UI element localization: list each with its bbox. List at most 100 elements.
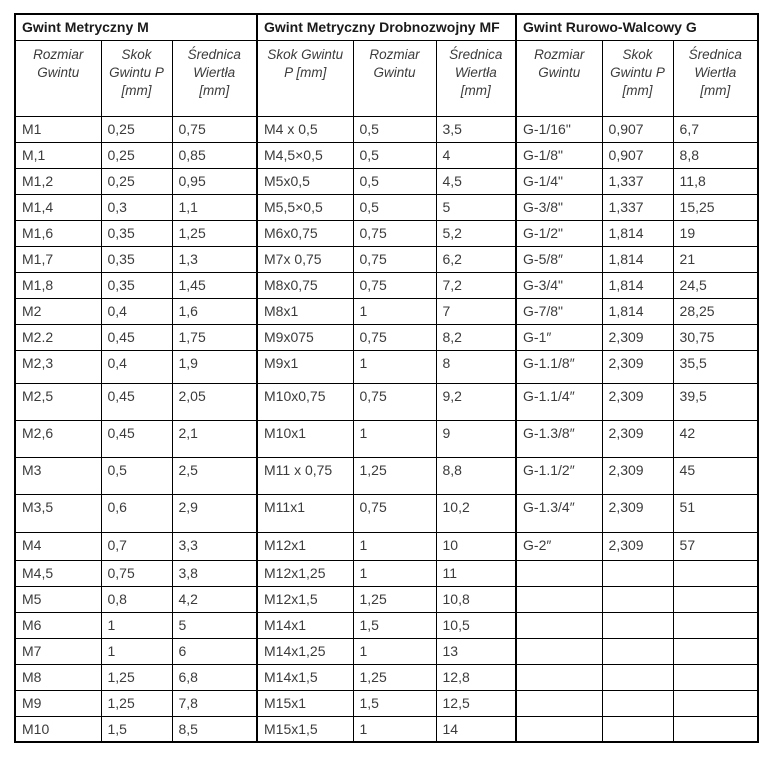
cell: 2,309	[601, 382, 674, 421]
cell: 2,309	[601, 493, 674, 533]
table-row: M1,6 0,35 1,25 M6x0,75 0,75 5,2 G-1/2" 1,814 19	[14, 219, 759, 247]
cell: G-1.1/4″	[515, 382, 603, 421]
cell: 1,337	[601, 193, 674, 221]
cell: 5	[435, 193, 517, 221]
cell: G-1/4"	[515, 167, 603, 195]
cell: 1,25	[352, 456, 437, 495]
cell: 1	[100, 611, 173, 639]
cell: 2,309	[601, 531, 674, 561]
cell: M5,5×0,5	[256, 193, 354, 221]
cell: 0,5	[352, 115, 437, 143]
column-header: Skok Gwintu P [mm]	[256, 39, 354, 117]
cell: G-1.1/2″	[515, 456, 603, 495]
cell: 12,5	[435, 689, 517, 717]
cell: M8	[14, 663, 102, 691]
cell: M9x1	[256, 349, 354, 384]
cell: 2,309	[601, 419, 674, 458]
cell: G-1″	[515, 323, 603, 351]
cell: 8,5	[171, 715, 258, 743]
cell: G-1.3/8″	[515, 419, 603, 458]
cell: 0,85	[171, 141, 258, 169]
cell	[672, 689, 759, 717]
cell: 9	[435, 419, 517, 458]
cell: M2	[14, 297, 102, 325]
cell: M10	[14, 715, 102, 743]
cell: M15x1,5	[256, 715, 354, 743]
cell: 1,25	[100, 663, 173, 691]
cell: G-3/8"	[515, 193, 603, 221]
cell: 0,4	[100, 349, 173, 384]
cell	[601, 663, 674, 691]
cell: 5,2	[435, 219, 517, 247]
cell: 8,2	[435, 323, 517, 351]
cell: 0,35	[100, 219, 173, 247]
cell: 3,5	[435, 115, 517, 143]
column-header: Rozmiar Gwintu	[515, 39, 603, 117]
cell: M8x0,75	[256, 271, 354, 299]
cell: G-1.1/8″	[515, 349, 603, 384]
cell: 1,75	[171, 323, 258, 351]
cell: M4,5×0,5	[256, 141, 354, 169]
cell: M1,7	[14, 245, 102, 273]
cell: 3,8	[171, 559, 258, 587]
cell: 0,45	[100, 323, 173, 351]
cell: M12x1	[256, 531, 354, 561]
cell: 19	[672, 219, 759, 247]
cell	[601, 559, 674, 587]
cell: 12,8	[435, 663, 517, 691]
cell: 0,5	[352, 167, 437, 195]
cell: M9	[14, 689, 102, 717]
cell: M4 x 0,5	[256, 115, 354, 143]
cell: 1,25	[171, 219, 258, 247]
cell: M7	[14, 637, 102, 665]
table-row: M2,5 0,45 2,05 M10x0,75 0,75 9,2 G-1.1/4″ 2,309…	[14, 382, 759, 421]
cell: 2,9	[171, 493, 258, 533]
cell: 2,05	[171, 382, 258, 421]
cell: 0,4	[100, 297, 173, 325]
cell	[672, 585, 759, 613]
cell: 2,309	[601, 349, 674, 384]
cell: 6,2	[435, 245, 517, 273]
cell	[515, 689, 603, 717]
cell: 8,8	[435, 456, 517, 495]
cell: 0,5	[352, 141, 437, 169]
column-header-row: Rozmiar Gwintu Skok Gwintu P [mm] Średni…	[14, 39, 759, 117]
column-header: Skok Gwintu P [mm]	[100, 39, 173, 117]
cell: 1,814	[601, 245, 674, 273]
column-header: Rozmiar Gwintu	[352, 39, 437, 117]
cell: M4	[14, 531, 102, 561]
table-row: M1,2 0,25 0,95 M5x0,5 0,5 4,5 G-1/4" 1,337 11,8	[14, 167, 759, 195]
table-row: M1,4 0,3 1,1 M5,5×0,5 0,5 5 G-3/8" 1,337 15,25	[14, 193, 759, 221]
cell: 1	[352, 531, 437, 561]
cell	[601, 611, 674, 639]
table-body: M1 0,25 0,75 M4 x 0,5 0,5 3,5 G-1/16" 0,907 6,7 M…	[14, 115, 759, 743]
cell: 0,5	[100, 456, 173, 495]
cell: 4,2	[171, 585, 258, 613]
cell: 0,75	[352, 493, 437, 533]
cell: 1,3	[171, 245, 258, 273]
cell: M9x075	[256, 323, 354, 351]
cell: G-7/8"	[515, 297, 603, 325]
cell: 1,5	[352, 689, 437, 717]
cell: 30,75	[672, 323, 759, 351]
cell: M8x1	[256, 297, 354, 325]
cell: M2,3	[14, 349, 102, 384]
cell: 11	[435, 559, 517, 587]
table-row: M4 0,7 3,3 M12x1 1 10 G-2″ 2,309 57	[14, 531, 759, 561]
cell: 0,95	[171, 167, 258, 195]
cell: 0,75	[352, 323, 437, 351]
cell: 1,25	[100, 689, 173, 717]
cell: 28,25	[672, 297, 759, 325]
cell: 0,45	[100, 382, 173, 421]
cell: 13	[435, 637, 517, 665]
cell: 51	[672, 493, 759, 533]
cell: M10x1	[256, 419, 354, 458]
cell: 0,907	[601, 141, 674, 169]
cell: M11x1	[256, 493, 354, 533]
cell: 57	[672, 531, 759, 561]
cell: 2,309	[601, 323, 674, 351]
cell	[672, 611, 759, 639]
cell: 0,25	[100, 141, 173, 169]
cell: G-2″	[515, 531, 603, 561]
cell: 0,8	[100, 585, 173, 613]
